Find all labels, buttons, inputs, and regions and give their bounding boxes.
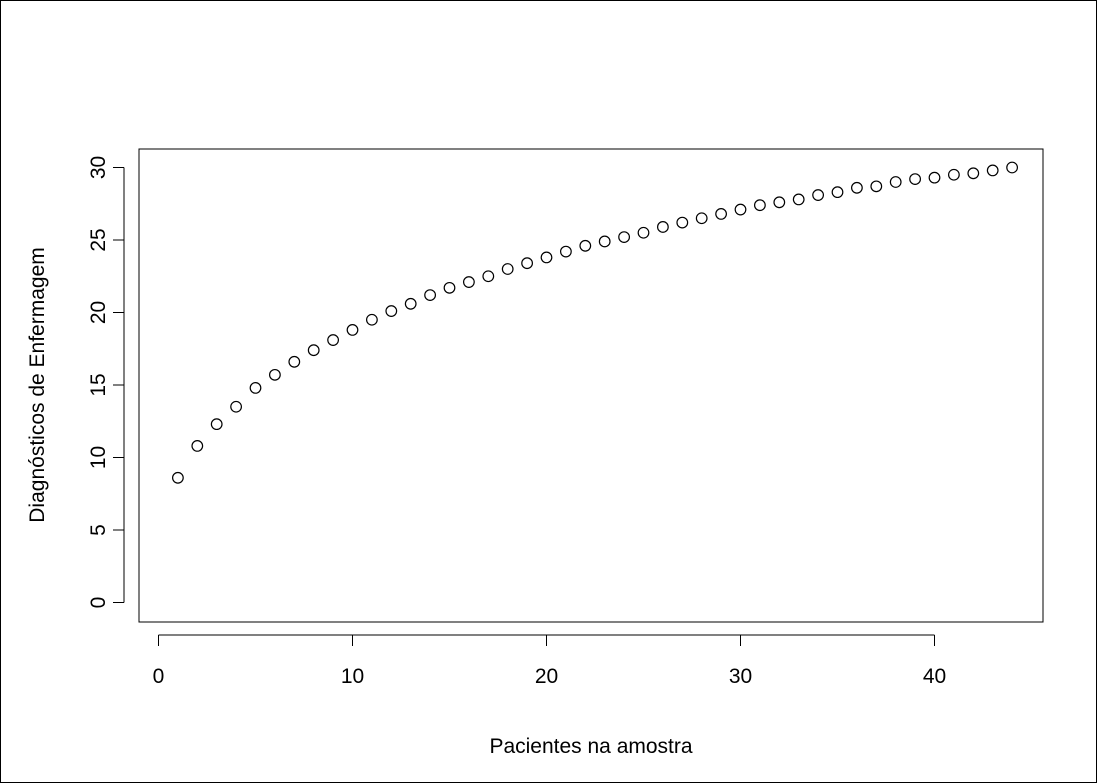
data-point <box>346 324 359 336</box>
data-point <box>734 203 747 216</box>
data-point <box>366 313 378 326</box>
data-point <box>463 276 475 288</box>
data-point <box>327 334 340 346</box>
y-axis-label: Diagnósticos de Enfermagem <box>26 247 49 522</box>
data-point <box>928 171 941 184</box>
data-point <box>812 189 824 201</box>
data-point <box>695 212 708 225</box>
data-point <box>948 168 960 181</box>
data-point <box>482 270 495 283</box>
data-point <box>540 251 553 264</box>
data-point <box>909 173 921 186</box>
data-point <box>424 289 437 302</box>
data-point <box>210 418 223 431</box>
data-point <box>521 257 533 270</box>
data-point <box>579 239 592 252</box>
data-point <box>754 199 766 212</box>
data-point <box>657 221 669 233</box>
data-point <box>715 207 727 220</box>
data-point <box>870 180 883 193</box>
plot-area-box <box>138 148 1044 623</box>
data-point <box>404 297 417 310</box>
data-point <box>443 281 456 294</box>
data-point <box>171 471 184 484</box>
y-tick-label: 20 <box>87 301 110 324</box>
data-point <box>269 368 281 381</box>
data-point <box>792 193 805 206</box>
data-point <box>191 440 204 452</box>
data-point <box>385 305 398 317</box>
data-point <box>637 226 650 239</box>
data-point <box>307 344 320 357</box>
data-point <box>560 245 572 258</box>
x-tick-label: 20 <box>535 665 558 688</box>
data-point <box>773 196 786 209</box>
data-point <box>598 235 611 248</box>
y-tick-label: 15 <box>87 373 110 396</box>
x-tick-label: 10 <box>341 665 364 688</box>
data-point <box>618 231 630 244</box>
data-point <box>967 167 980 180</box>
data-point <box>889 176 902 188</box>
x-axis-label: Pacientes na amostra <box>489 735 692 758</box>
data-point <box>230 400 243 413</box>
data-point <box>1006 161 1018 174</box>
data-points <box>171 161 1018 484</box>
x-axis: 0 10 20 30 40 <box>153 634 946 688</box>
x-tick-label: 30 <box>729 665 752 688</box>
data-point <box>501 263 514 275</box>
y-tick-label: 25 <box>87 228 110 251</box>
data-point <box>676 216 689 229</box>
data-point <box>851 181 863 194</box>
data-point <box>831 186 844 199</box>
data-point <box>288 355 301 368</box>
y-tick-label: 10 <box>87 446 110 469</box>
data-point <box>986 164 999 177</box>
y-tick-label: 5 <box>87 524 110 536</box>
y-tick-label: 30 <box>87 156 110 179</box>
y-tick-label: 0 <box>87 597 110 609</box>
x-tick-label: 0 <box>153 665 165 688</box>
data-point <box>249 382 262 394</box>
x-tick-label: 40 <box>923 665 946 688</box>
y-axis: 0 5 10 15 20 25 30 <box>87 156 125 609</box>
